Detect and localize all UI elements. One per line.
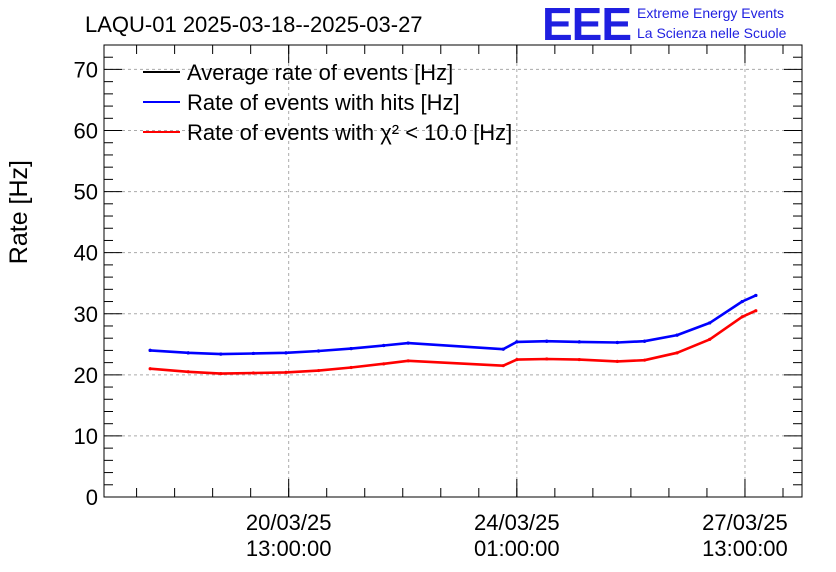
- legend-label-3: Rate of events with χ² < 10.0 [Hz]: [187, 120, 512, 145]
- y-tick-label: 70: [74, 57, 98, 82]
- series-line-3: [150, 309, 757, 375]
- x-tick-date: 24/03/25: [474, 510, 560, 535]
- legend-label-2: Rate of events with hits [Hz]: [187, 90, 460, 115]
- y-axis-label: Rate [Hz]: [5, 160, 33, 264]
- series-3-point: [515, 357, 519, 362]
- x-tick-date: 27/03/25: [702, 510, 788, 535]
- series-2-point: [545, 339, 549, 343]
- series-2-point: [186, 351, 190, 355]
- series-line-2: [150, 294, 757, 356]
- y-tick-label: 50: [74, 180, 98, 205]
- y-tick-label: 30: [74, 302, 98, 327]
- x-tick-time: 13:00:00: [246, 536, 332, 561]
- series-layer: [148, 293, 758, 376]
- logo-subtitle-2: La Scienza nelle Scuole: [637, 25, 787, 41]
- series-2-point: [251, 351, 255, 356]
- series-3-point: [349, 365, 353, 370]
- x-tick-time: 01:00:00: [474, 536, 560, 561]
- series-3-point: [382, 362, 386, 366]
- series-2-point: [316, 349, 321, 353]
- series-2-point: [675, 333, 679, 337]
- plot-frame: [103, 44, 803, 498]
- legend-label-1: Average rate of events [Hz]: [187, 60, 453, 85]
- series-3-point: [615, 359, 619, 363]
- series-3-point: [754, 309, 758, 313]
- series-3-point: [284, 370, 288, 374]
- series-3-point: [219, 372, 223, 376]
- series-2-point: [349, 346, 353, 351]
- series-2-point: [615, 340, 619, 345]
- series-2-point: [754, 293, 758, 298]
- series-3-point: [675, 351, 679, 355]
- series-2-point: [148, 348, 152, 353]
- chart-title: LAQU-01 2025-03-18--2025-03-27: [85, 12, 423, 37]
- series-3-point: [740, 315, 744, 319]
- series-3-point: [501, 364, 505, 368]
- series-2-point: [740, 299, 744, 304]
- eee-logo: EEE Extreme Energy Events La Scienza nel…: [542, 0, 787, 50]
- x-tick-date: 20/03/25: [246, 510, 332, 535]
- series-2-point: [382, 343, 386, 348]
- series-3-point: [642, 358, 647, 362]
- y-tick-label: 0: [86, 485, 98, 510]
- series-3-point: [545, 357, 549, 361]
- logo-subtitle-1: Extreme Energy Events: [637, 5, 784, 21]
- series-3-point: [577, 357, 581, 362]
- y-tick-label: 20: [74, 363, 98, 388]
- axes: 01020304050607020/03/2513:00:0024/03/250…: [74, 44, 802, 561]
- series-3-point: [406, 359, 410, 363]
- series-3-point: [148, 367, 152, 371]
- series-2-point: [515, 340, 519, 344]
- y-tick-label: 40: [74, 241, 98, 266]
- series-2-point: [642, 339, 647, 343]
- series-3-point: [708, 337, 712, 342]
- y-tick-label: 60: [74, 119, 98, 144]
- series-2-point: [406, 341, 410, 345]
- series-3-point: [251, 371, 255, 375]
- series-3-point: [316, 368, 321, 373]
- series-2-point: [577, 340, 581, 344]
- y-tick-label: 10: [74, 424, 98, 449]
- legend: Average rate of events [Hz] Rate of event…: [143, 60, 512, 145]
- x-tick-time: 13:00:00: [702, 536, 788, 561]
- series-2-point: [284, 351, 288, 355]
- series-2-point: [219, 352, 223, 356]
- series-3-point: [186, 370, 190, 374]
- series-2-point: [708, 321, 712, 325]
- series-2-point: [501, 347, 505, 351]
- logo-text: EEE: [542, 0, 631, 50]
